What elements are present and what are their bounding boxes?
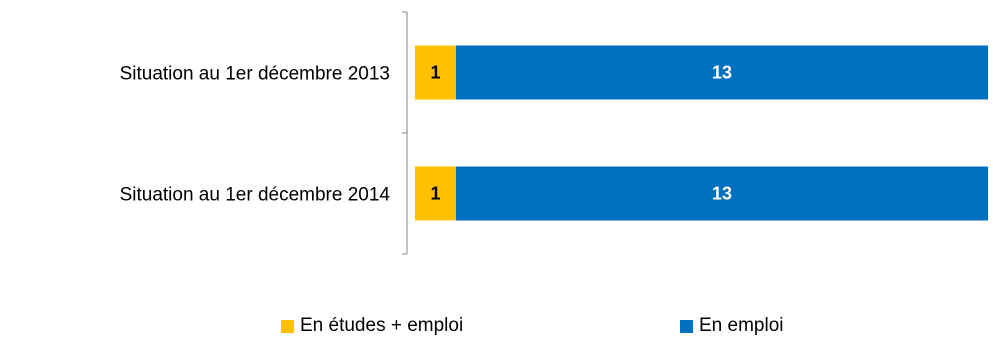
legend-swatch-en-emploi	[680, 319, 693, 333]
bar-value-label: 1	[430, 184, 440, 204]
bar-segment	[455, 45, 988, 100]
stacked-bar-chart: 1 131 13 Situation au 1er décembre 2013Sit…	[120, 11, 988, 255]
legend-label-en-emploi: En emploi	[699, 315, 784, 336]
category-labels: Situation au 1er décembre 2013 Situation …	[120, 64, 391, 206]
bar-segment	[455, 166, 988, 221]
bar-value-label: 1	[430, 63, 440, 83]
bar-value-label: 13	[712, 184, 732, 204]
bar-segment	[415, 45, 456, 100]
bar-value-label: 13	[712, 63, 732, 83]
bar-segment	[415, 166, 456, 221]
legend-item-etudes-emploi: En études + emploi	[281, 315, 463, 337]
bar-group: 1 13 1 13	[415, 45, 988, 221]
category-label: Situation au 1er décembre 2013	[120, 64, 390, 85]
legend-item-en-emploi: En emploi	[680, 315, 784, 337]
legend-label-etudes-emploi: En études + emploi	[300, 315, 464, 336]
legend: En études + emploi En emploi	[0, 315, 993, 343]
category-axis	[402, 11, 408, 255]
legend-swatch-etudes-emploi	[281, 319, 294, 333]
category-label: Situation au 1er décembre 2014	[120, 185, 391, 206]
